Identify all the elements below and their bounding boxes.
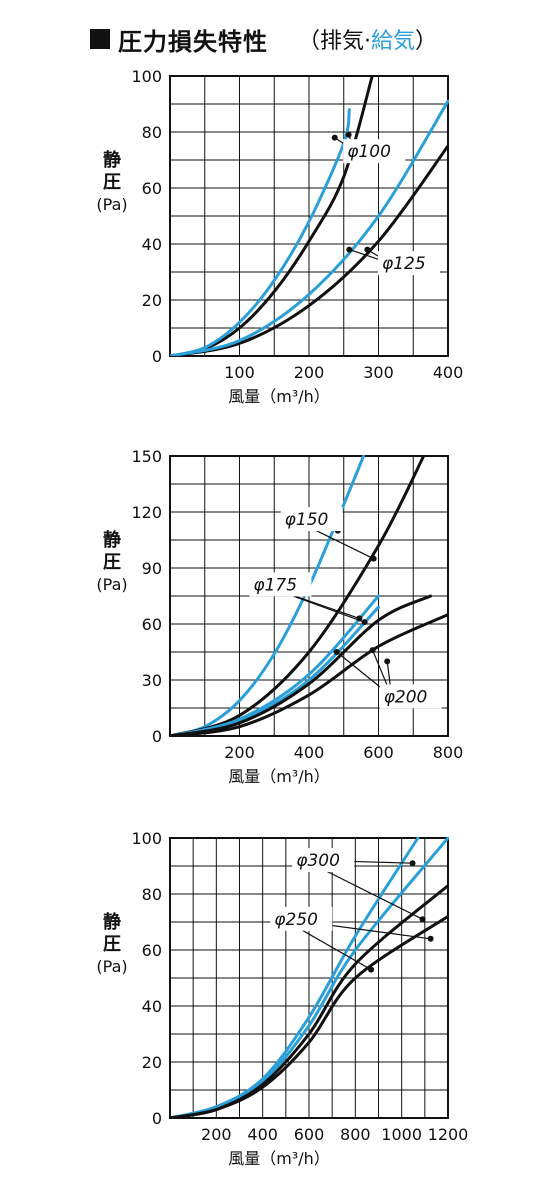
plot-frame (169, 455, 449, 737)
annotation-dot (369, 647, 376, 654)
plot-frame (169, 75, 449, 357)
title-main: 圧力損失特性 (118, 27, 268, 56)
annotation-label: φ250 (274, 910, 318, 930)
y-tick-label: 40 (142, 235, 162, 254)
y-tick-label: 60 (142, 179, 162, 198)
annotation-label: φ200 (384, 687, 428, 707)
annotation-dot (370, 555, 377, 562)
series-line (170, 144, 449, 356)
y-axis-label: 静 (103, 911, 121, 933)
series-group (170, 75, 449, 356)
y-tick-label: 150 (131, 447, 162, 466)
chart-title: 圧力損失特性 （排気·給気） (90, 22, 437, 56)
y-tick-label: 100 (131, 829, 162, 848)
x-tick-label: 800 (433, 743, 464, 762)
y-tick-label: 80 (142, 885, 162, 904)
x-tick-label: 600 (294, 1125, 325, 1144)
annotation-bg (343, 139, 406, 164)
annotation-label: φ100 (347, 142, 391, 162)
x-tick-label: 600 (363, 743, 394, 762)
x-tick-label: 400 (433, 363, 464, 382)
chart-1: 0 20 40 60 80 100 100 200 300 400 風量（m³/h） 静圧 (Pa) φ1… (96, 67, 464, 406)
series-group (170, 837, 449, 1118)
y-tick-label: 120 (131, 503, 162, 522)
y-tick-label: 60 (142, 615, 162, 634)
y-tick-label: 20 (142, 291, 162, 310)
series-line (170, 914, 449, 1118)
plot-frame (169, 837, 449, 1119)
series-line (170, 99, 449, 356)
annotation-bg (270, 906, 333, 931)
y-tick-label: 0 (152, 727, 162, 746)
annotation-label: φ150 (285, 510, 329, 530)
series-line (170, 108, 351, 356)
y-tick-label: 20 (142, 1053, 162, 1072)
series-line (170, 455, 366, 736)
y-axis-label: 静 (103, 529, 121, 551)
series-group (170, 455, 449, 736)
x-tick-label: 800 (340, 1125, 371, 1144)
annotation-dot (364, 246, 371, 253)
title-supply-label: 給気 (371, 29, 416, 54)
y-axis-label: 静 (103, 149, 121, 171)
x-tick-label: 1200 (428, 1125, 469, 1144)
grid (170, 838, 448, 1118)
annotation-bg (377, 251, 440, 276)
y-axis-label: 圧 (103, 552, 121, 573)
annotation-dot (419, 916, 426, 923)
x-tick-label: 1000 (381, 1125, 422, 1144)
title-subtitle: （排気·給気） (298, 23, 437, 55)
x-tick-label: 300 (363, 363, 394, 382)
y-tick-label: 0 (152, 347, 162, 366)
annotation-dot (384, 658, 391, 665)
series-line (170, 837, 449, 1118)
y-tick-label: 30 (142, 671, 162, 690)
y-axis-label: (Pa) (96, 575, 127, 594)
chart-2: 0 30 60 90 120 150 200 400 600 800 風量（m³/h） 静圧 (Pa) φ… (96, 447, 464, 786)
annotation-label: φ175 (253, 575, 297, 595)
x-axis-label: 風量（m³/h） (228, 1149, 330, 1168)
x-tick-label: 200 (201, 1125, 232, 1144)
y-axis-label: 圧 (103, 934, 121, 955)
y-tick-label: 100 (131, 67, 162, 86)
y-axis-label: (Pa) (96, 957, 127, 976)
y-axis-label: 圧 (103, 172, 121, 193)
annotation-dot (409, 860, 416, 867)
annotation-dot (346, 246, 353, 253)
x-tick-label: 200 (294, 363, 325, 382)
chart-3: 0 20 40 60 80 100 200 400 600 800 1000 1200 風量（m³/h）… (96, 829, 469, 1168)
title-paren-close: ） (415, 29, 438, 54)
x-tick-label: 100 (224, 363, 255, 382)
annotation-bg (379, 684, 442, 709)
annotation-dot (345, 131, 352, 138)
x-axis-label: 風量（m³/h） (228, 767, 330, 786)
series-line (170, 613, 449, 736)
annotation-dot (331, 134, 338, 141)
annotation-bg (280, 507, 343, 532)
x-tick-label: 400 (294, 743, 325, 762)
square-bullet-icon (90, 29, 110, 49)
y-tick-label: 90 (142, 559, 162, 578)
x-axis-label: 風量（m³/h） (228, 387, 330, 406)
annotation-dot (368, 966, 375, 973)
annotation-dot (333, 649, 340, 655)
grid (170, 76, 448, 356)
annotation-dot (427, 935, 434, 942)
series-line (170, 455, 426, 736)
annotation-bg (249, 572, 312, 597)
x-tick-label: 200 (224, 743, 255, 762)
y-tick-label: 0 (152, 1109, 162, 1128)
series-line (170, 594, 433, 736)
annotation-dot (361, 619, 368, 626)
y-tick-label: 80 (142, 123, 162, 142)
annotation-label: φ125 (382, 254, 426, 274)
annotation-label: φ300 (296, 851, 340, 871)
y-tick-label: 40 (142, 997, 162, 1016)
x-tick-label: 400 (247, 1125, 278, 1144)
title-paren-open: （排気· (298, 29, 371, 54)
y-tick-label: 60 (142, 941, 162, 960)
annotation-bg (292, 848, 355, 872)
y-axis-label: (Pa) (96, 195, 127, 214)
